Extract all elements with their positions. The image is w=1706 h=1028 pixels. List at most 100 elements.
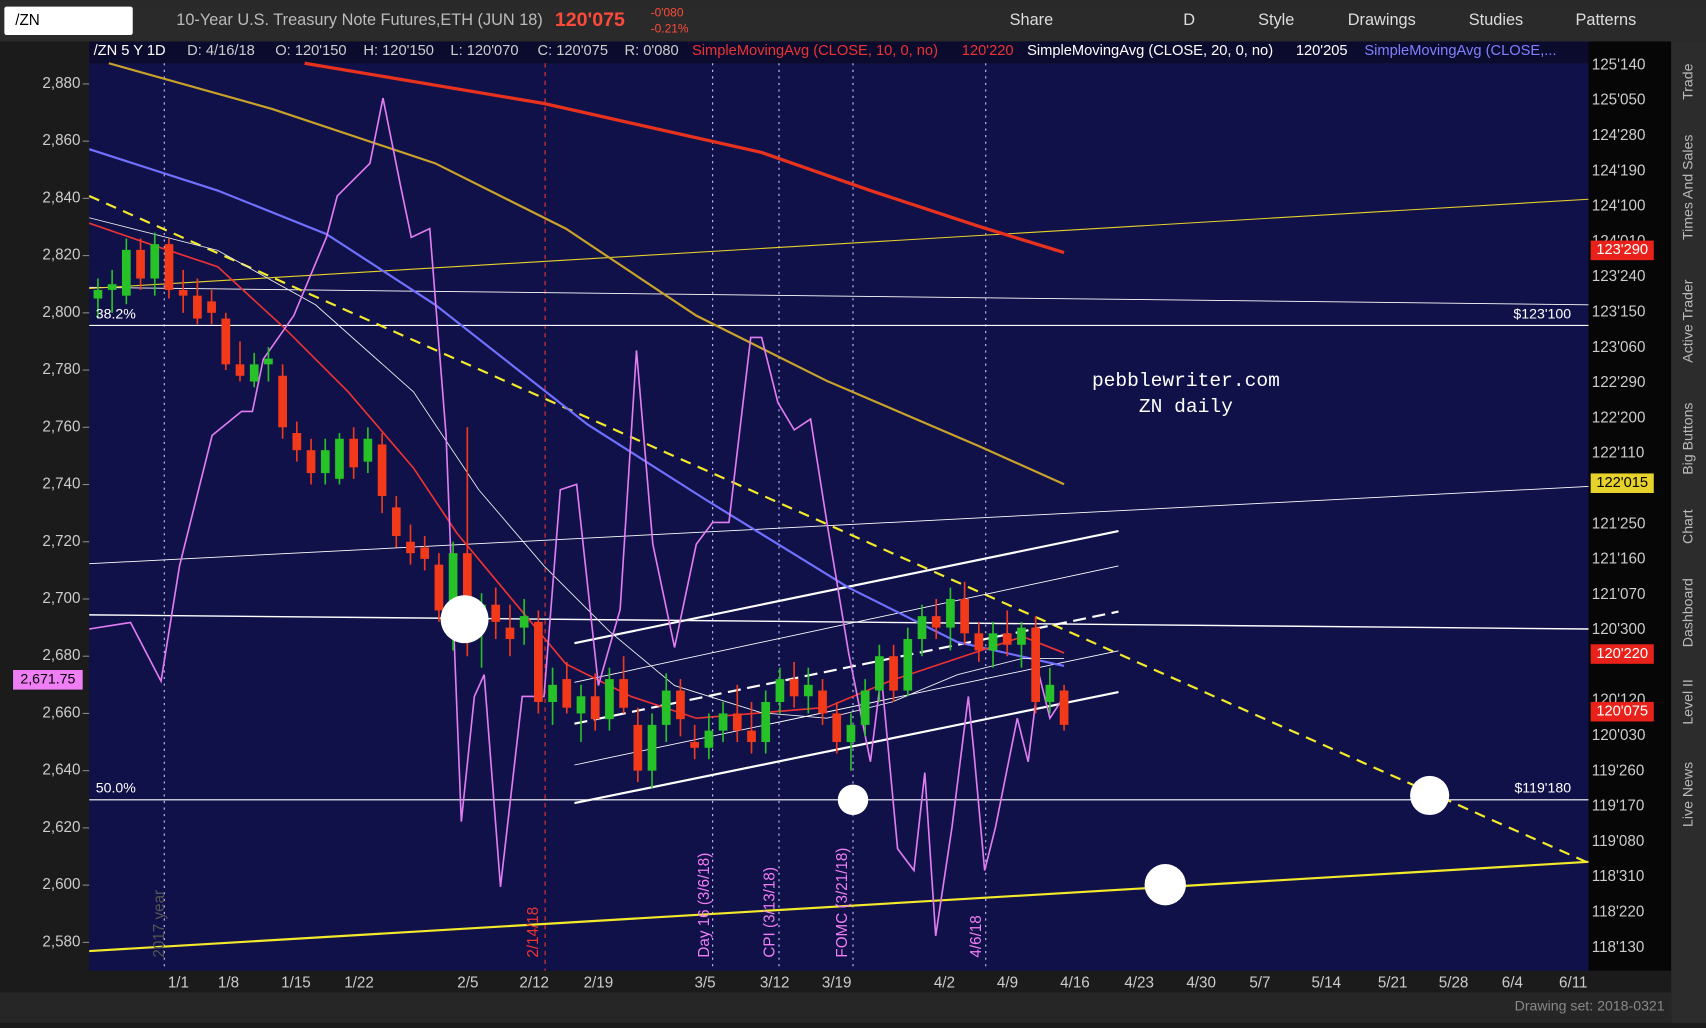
- right-tick-label: 119'170: [1592, 798, 1645, 815]
- change: -0'080: [651, 5, 684, 19]
- candle-body: [917, 616, 927, 640]
- change-pct: -0.21%: [651, 22, 689, 36]
- y-tick-label: 2,720: [42, 533, 80, 550]
- right-tick-label: 120'300: [1592, 621, 1646, 638]
- y-tick-label: 2,640: [42, 762, 80, 779]
- legend-item: C: 120'075: [537, 43, 608, 59]
- candle-body: [747, 730, 756, 743]
- y-tick-label: 2,580: [42, 933, 80, 950]
- event-label: 2017 year: [151, 890, 168, 958]
- status: Drawing set: 2018-0321: [1515, 997, 1665, 1013]
- x-tick-label: 2/12: [519, 975, 549, 992]
- candle-body: [548, 684, 557, 702]
- candle-body: [150, 244, 160, 279]
- drawings: [88, 61, 1589, 971]
- candle-body: [164, 244, 174, 290]
- symbol[interactable]: /ZN: [15, 12, 40, 29]
- right-tick-label: 123'060: [1592, 339, 1646, 356]
- toolbar-button[interactable]: Share: [1010, 11, 1054, 29]
- candle-body: [534, 621, 543, 702]
- toolbar-button[interactable]: D: [1183, 11, 1195, 29]
- side-tab[interactable]: Active Trader: [1679, 279, 1695, 363]
- candle-body: [1002, 633, 1012, 645]
- y-tick-label: 2,740: [42, 476, 80, 493]
- candle-body: [732, 713, 742, 731]
- right-tick-label: 124'100: [1592, 198, 1646, 215]
- candle-body: [875, 656, 884, 691]
- candle-body: [193, 295, 202, 319]
- right-tick-label: 123'150: [1592, 303, 1646, 320]
- candle-body: [278, 375, 287, 428]
- candle-body: [107, 284, 117, 290]
- legend-item: SimpleMovingAvg (CLOSE,...: [1364, 43, 1556, 59]
- price-marker-label: 120'220: [1596, 646, 1648, 662]
- candle-body: [178, 289, 188, 296]
- y-tick-label: 2,620: [42, 819, 80, 836]
- markers: [440, 595, 1450, 906]
- x-tick-label: 5/28: [1439, 975, 1469, 992]
- candle-body: [363, 438, 373, 462]
- candle-body: [931, 616, 941, 628]
- candle-body: [448, 553, 458, 611]
- candle-body: [249, 364, 259, 382]
- y-tick-label: 2,600: [42, 876, 80, 893]
- candle-body: [93, 289, 103, 299]
- candle-body: [136, 249, 145, 279]
- candle-body: [832, 713, 842, 743]
- price-marker: [13, 670, 83, 690]
- toolbar-button[interactable]: Patterns: [1576, 11, 1637, 29]
- y-tick-label: 2,820: [42, 247, 80, 264]
- right-tick-label: 118'310: [1592, 868, 1645, 885]
- candle-body: [860, 690, 870, 725]
- candle-body: [988, 633, 998, 651]
- right-tick-label: 118'220: [1592, 904, 1645, 921]
- x-tick-label: 6/4: [1502, 975, 1524, 992]
- legend-item: L: 120'070: [450, 43, 518, 59]
- side-tab[interactable]: Big Buttons: [1679, 402, 1695, 474]
- y-tick-label: 2,760: [42, 418, 80, 435]
- y-tick-label: 2,700: [42, 590, 80, 607]
- toolbar-button[interactable]: Drawings: [1348, 11, 1416, 29]
- right-tick-label: 125'140: [1592, 56, 1646, 73]
- candle-body: [590, 696, 600, 720]
- toolbar-button[interactable]: Studies: [1469, 11, 1523, 29]
- x-tick-label: 4/30: [1186, 975, 1216, 992]
- side-tab[interactable]: Level II: [1679, 679, 1695, 725]
- legend-item: 120'205: [1296, 43, 1348, 59]
- x-tick-label: 6/11: [1559, 975, 1587, 992]
- candle-body: [320, 450, 330, 474]
- toolbar-button[interactable]: Style: [1258, 11, 1294, 29]
- legend-item: /ZN 5 Y 1D: [94, 43, 166, 59]
- side-tab[interactable]: Trade: [1679, 63, 1695, 100]
- candle-body: [462, 553, 472, 628]
- candle-body: [434, 564, 444, 611]
- y-tick-label: 2,800: [42, 304, 80, 321]
- candle-body: [1045, 684, 1055, 702]
- side-tab[interactable]: Chart: [1679, 509, 1695, 544]
- candle-body: [491, 604, 501, 622]
- price-marker-label: 122'015: [1596, 475, 1648, 491]
- candle-body: [775, 679, 785, 702]
- x-tick-label: 4/16: [1060, 975, 1090, 992]
- price-marker-label: 2,671.75: [20, 671, 75, 687]
- side-tab[interactable]: Dashboard: [1679, 578, 1695, 647]
- price-marker: [1590, 701, 1654, 722]
- candle-body: [718, 713, 728, 731]
- y-tick-label: 2,840: [42, 189, 80, 206]
- right-tick-label: 122'290: [1592, 374, 1646, 391]
- legend-item: 120'220: [962, 43, 1014, 59]
- candle-body: [903, 639, 913, 691]
- candle-body: [235, 364, 245, 376]
- watermark: ZN daily: [1139, 396, 1233, 418]
- right-tick-label: 120'030: [1592, 727, 1646, 744]
- candle-body: [377, 444, 387, 496]
- side-tab[interactable]: Times And Sales: [1679, 135, 1695, 240]
- candle-body: [349, 438, 359, 468]
- right-tick-label: 119'260: [1592, 762, 1645, 779]
- x-tick-label: 4/2: [934, 975, 955, 992]
- candle-body: [519, 616, 529, 628]
- candle-body: [605, 679, 614, 720]
- y-tick-label: 2,860: [42, 132, 80, 149]
- watermark: pebblewriter.com: [1092, 370, 1280, 392]
- side-tab[interactable]: Live News: [1679, 762, 1695, 827]
